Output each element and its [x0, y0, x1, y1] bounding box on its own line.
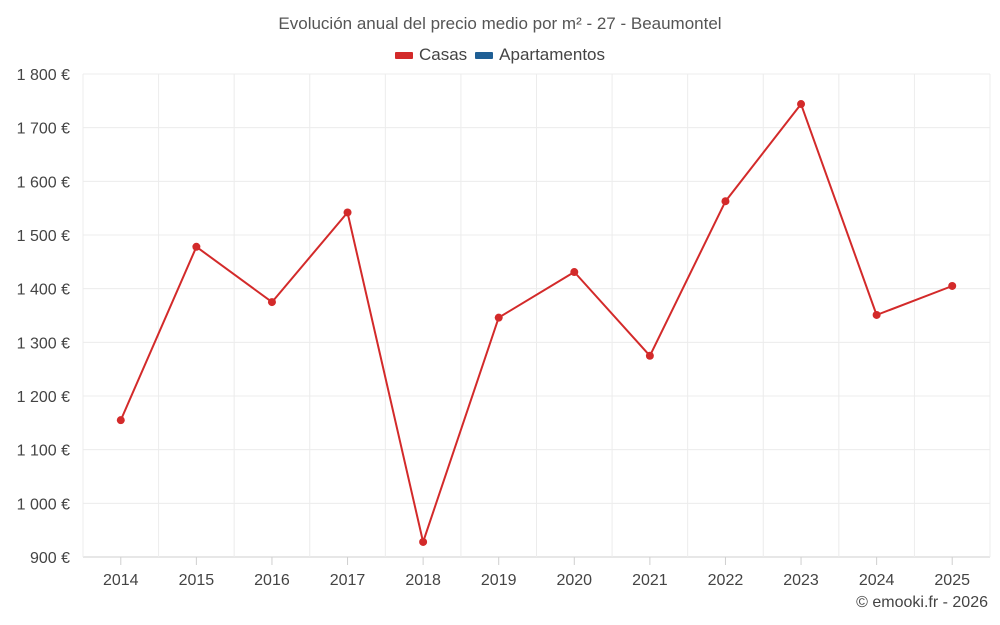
data-point-casas: [721, 197, 730, 206]
legend-label-casas: Casas: [418, 45, 468, 64]
legend: Casas Apartamentos: [0, 45, 1000, 65]
x-tick-label: 2016: [254, 572, 290, 589]
y-tick-label: 1 500 €: [17, 228, 70, 245]
x-tick-label: 2015: [179, 572, 215, 589]
data-point-casas: [343, 208, 352, 217]
y-tick-label: 1 100 €: [17, 443, 70, 460]
data-point-casas: [872, 310, 881, 319]
data-point-casas: [494, 313, 503, 322]
data-point-casas: [948, 281, 957, 290]
data-point-casas: [116, 416, 125, 425]
x-tick-label: 2025: [934, 572, 970, 589]
x-tick-label: 2019: [481, 572, 517, 589]
x-tick-label: 2024: [859, 572, 895, 589]
x-tick-label: 2020: [556, 572, 592, 589]
legend-item-apartamentos[interactable]: Apartamentos: [475, 45, 605, 65]
data-point-casas: [419, 537, 428, 546]
data-point-casas: [192, 242, 201, 251]
x-tick-label: 2022: [708, 572, 744, 589]
y-tick-label: 1 200 €: [17, 389, 70, 406]
legend-swatch-apartamentos: [475, 51, 494, 59]
x-tick-label: 2017: [330, 572, 366, 589]
y-tick-label: 1 800 €: [17, 67, 70, 84]
x-tick-label: 2014: [103, 572, 139, 589]
y-tick-label: 900 €: [30, 550, 70, 567]
credit-text: © emooki.fr - 2026: [856, 594, 988, 611]
chart-title: Evolución anual del precio medio por m² …: [278, 14, 722, 33]
data-point-casas: [267, 298, 276, 307]
y-tick-label: 1 600 €: [17, 174, 70, 191]
data-point-casas: [797, 100, 806, 109]
series-line-casas: [119, 103, 953, 543]
y-tick-label: 1 400 €: [17, 282, 70, 299]
legend-label-apartamentos: Apartamentos: [499, 45, 606, 64]
y-tick-label: 1 300 €: [17, 335, 70, 352]
data-point-casas: [645, 351, 654, 360]
x-tick-label: 2021: [632, 572, 668, 589]
legend-item-casas[interactable]: Casas: [394, 45, 468, 65]
x-tick-label: 2023: [783, 572, 819, 589]
y-tick-label: 1 700 €: [17, 121, 70, 138]
legend-swatch-casas: [394, 51, 413, 59]
x-tick-label: 2018: [405, 572, 441, 589]
y-tick-label: 1 000 €: [17, 496, 70, 513]
data-point-casas: [570, 268, 579, 277]
